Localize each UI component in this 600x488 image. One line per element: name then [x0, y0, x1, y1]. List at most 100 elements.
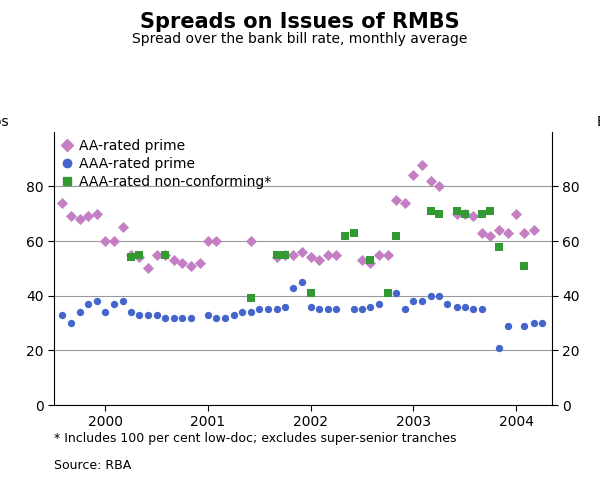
AAA-rated prime — [58, 311, 67, 319]
AAA-rated prime — [357, 305, 367, 313]
AAA-rated prime — [374, 300, 384, 308]
AAA-rated prime — [314, 305, 324, 313]
AAA-rated prime — [426, 292, 436, 300]
AAA-rated prime — [247, 308, 256, 316]
AA-rated prime — [126, 251, 136, 259]
Text: Source: RBA: Source: RBA — [54, 459, 131, 472]
AAA-rated prime — [221, 314, 230, 322]
AAA-rated prime — [178, 314, 187, 322]
AAA-rated prime — [75, 308, 85, 316]
AA-rated prime — [452, 210, 461, 218]
AAA-rated non-conforming* — [126, 254, 136, 262]
AAA-rated prime — [537, 319, 547, 327]
AAA-rated non-conforming* — [434, 210, 444, 218]
AAA-rated prime — [417, 297, 427, 305]
AA-rated prime — [143, 264, 153, 272]
AA-rated prime — [134, 254, 144, 262]
Legend: AA-rated prime, AAA-rated prime, AAA-rated non-conforming*: AA-rated prime, AAA-rated prime, AAA-rat… — [61, 139, 271, 189]
Text: Bps: Bps — [0, 115, 9, 129]
AA-rated prime — [391, 196, 401, 204]
AA-rated prime — [503, 229, 512, 237]
AA-rated prime — [289, 251, 298, 259]
AAA-rated non-conforming* — [478, 210, 487, 218]
AA-rated prime — [203, 237, 213, 245]
AAA-rated non-conforming* — [494, 243, 503, 250]
AA-rated prime — [468, 213, 478, 221]
AA-rated prime — [485, 232, 495, 240]
AAA-rated prime — [409, 297, 418, 305]
Text: Spreads on Issues of RMBS: Spreads on Issues of RMBS — [140, 12, 460, 32]
AAA-rated prime — [365, 303, 375, 310]
AAA-rated prime — [118, 297, 128, 305]
AA-rated prime — [169, 256, 179, 264]
AAA-rated prime — [349, 305, 359, 313]
AAA-rated non-conforming* — [460, 210, 470, 218]
AA-rated prime — [529, 226, 538, 234]
AA-rated prime — [272, 254, 281, 262]
AA-rated prime — [109, 237, 118, 245]
AA-rated prime — [323, 251, 333, 259]
AAA-rated non-conforming* — [134, 251, 144, 259]
AA-rated prime — [211, 237, 221, 245]
AAA-rated non-conforming* — [391, 232, 401, 240]
AA-rated prime — [365, 259, 375, 267]
AAA-rated prime — [383, 289, 392, 297]
AAA-rated prime — [468, 305, 478, 313]
AAA-rated prime — [280, 303, 290, 310]
AAA-rated non-conforming* — [520, 262, 529, 269]
AAA-rated prime — [503, 322, 512, 330]
AA-rated prime — [460, 210, 470, 218]
AAA-rated prime — [134, 311, 144, 319]
AA-rated prime — [383, 251, 392, 259]
AA-rated prime — [434, 183, 444, 190]
AAA-rated prime — [160, 314, 170, 322]
AA-rated prime — [400, 199, 410, 207]
AA-rated prime — [306, 254, 316, 262]
AAA-rated non-conforming* — [349, 229, 359, 237]
AAA-rated non-conforming* — [365, 256, 375, 264]
AA-rated prime — [247, 237, 256, 245]
AA-rated prime — [520, 229, 529, 237]
AAA-rated prime — [101, 308, 110, 316]
AAA-rated prime — [272, 305, 281, 313]
AAA-rated non-conforming* — [485, 207, 495, 215]
AA-rated prime — [101, 237, 110, 245]
AAA-rated prime — [186, 314, 196, 322]
AAA-rated prime — [254, 305, 264, 313]
AAA-rated prime — [92, 297, 102, 305]
AAA-rated non-conforming* — [452, 207, 461, 215]
Text: * Includes 100 per cent low-doc; excludes super-senior tranches: * Includes 100 per cent low-doc; exclude… — [54, 432, 457, 445]
AAA-rated prime — [169, 314, 179, 322]
AA-rated prime — [298, 248, 307, 256]
AAA-rated prime — [460, 303, 470, 310]
AAA-rated prime — [494, 344, 503, 351]
AAA-rated prime — [323, 305, 333, 313]
AA-rated prime — [426, 177, 436, 185]
AAA-rated prime — [306, 303, 316, 310]
AAA-rated non-conforming* — [160, 251, 170, 259]
AA-rated prime — [160, 251, 170, 259]
AAA-rated prime — [211, 314, 221, 322]
AA-rated prime — [67, 213, 76, 221]
AAA-rated non-conforming* — [340, 232, 349, 240]
AAA-rated prime — [452, 303, 461, 310]
AAA-rated non-conforming* — [280, 251, 290, 259]
AAA-rated prime — [478, 305, 487, 313]
AAA-rated prime — [400, 305, 410, 313]
AA-rated prime — [409, 172, 418, 180]
Text: Bps: Bps — [597, 115, 600, 129]
AA-rated prime — [511, 210, 521, 218]
AAA-rated prime — [152, 311, 161, 319]
AA-rated prime — [83, 213, 92, 221]
AA-rated prime — [494, 226, 503, 234]
AA-rated prime — [195, 259, 205, 267]
AAA-rated prime — [143, 311, 153, 319]
AA-rated prime — [152, 251, 161, 259]
AAA-rated prime — [332, 305, 341, 313]
AAA-rated prime — [67, 319, 76, 327]
AA-rated prime — [417, 161, 427, 168]
AAA-rated non-conforming* — [247, 295, 256, 303]
AA-rated prime — [314, 256, 324, 264]
AAA-rated prime — [109, 300, 118, 308]
AA-rated prime — [178, 259, 187, 267]
